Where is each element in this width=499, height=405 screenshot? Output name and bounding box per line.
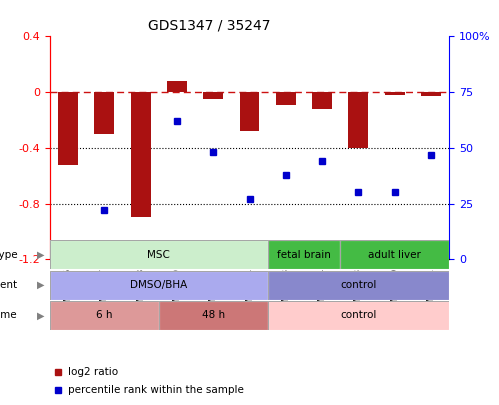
Bar: [240, 92, 259, 131]
Bar: [58, 92, 78, 164]
Bar: [267, 240, 340, 269]
Bar: [50, 271, 267, 300]
Bar: [421, 92, 441, 96]
Text: GDS1347 / 35247: GDS1347 / 35247: [148, 18, 271, 32]
Bar: [167, 81, 187, 92]
Text: MSC: MSC: [147, 250, 170, 260]
Text: agent: agent: [0, 280, 17, 290]
Bar: [312, 92, 332, 109]
Text: DMSO/BHA: DMSO/BHA: [130, 280, 188, 290]
Bar: [50, 271, 267, 300]
Bar: [159, 301, 267, 330]
Text: adult liver: adult liver: [368, 250, 421, 260]
Bar: [267, 301, 449, 330]
Text: 6 h: 6 h: [96, 311, 113, 320]
Text: ▶: ▶: [37, 250, 45, 260]
Bar: [50, 301, 159, 330]
Text: 48 h: 48 h: [202, 311, 225, 320]
Text: control: control: [340, 311, 377, 320]
Text: log2 ratio: log2 ratio: [68, 367, 118, 377]
Bar: [94, 92, 114, 134]
Text: control: control: [340, 280, 377, 290]
Bar: [131, 92, 151, 217]
Bar: [340, 240, 449, 269]
Bar: [340, 240, 449, 269]
Text: percentile rank within the sample: percentile rank within the sample: [68, 385, 244, 394]
Text: ▶: ▶: [37, 311, 45, 320]
Text: cell type: cell type: [0, 250, 17, 260]
Bar: [50, 301, 159, 330]
Bar: [385, 92, 405, 95]
Bar: [348, 92, 368, 148]
Text: ▶: ▶: [37, 280, 45, 290]
Bar: [50, 240, 267, 269]
Text: time: time: [0, 311, 17, 320]
Bar: [267, 240, 340, 269]
Bar: [267, 301, 449, 330]
Bar: [267, 271, 449, 300]
Bar: [276, 92, 296, 104]
Bar: [203, 92, 223, 99]
Bar: [267, 271, 449, 300]
Text: fetal brain: fetal brain: [277, 250, 331, 260]
Bar: [159, 301, 267, 330]
Bar: [50, 240, 267, 269]
